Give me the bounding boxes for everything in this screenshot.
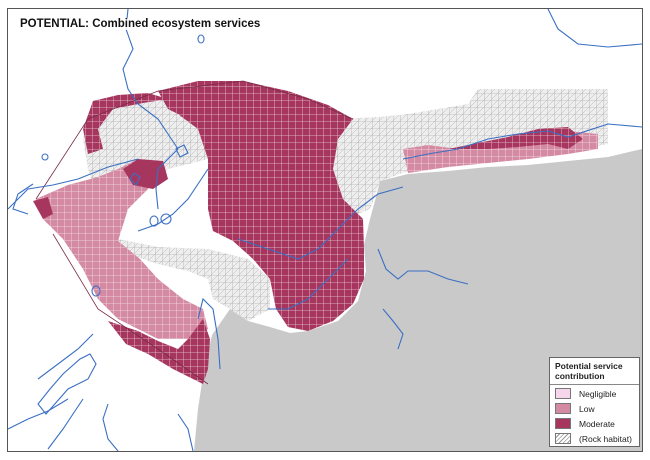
map-title: POTENTIAL: Combined ecosystem services — [18, 18, 263, 30]
river-network — [8, 9, 642, 451]
map-canvas — [8, 9, 642, 451]
region-outline — [35, 80, 354, 385]
legend-swatch-negligible — [555, 388, 571, 399]
land-mass — [194, 149, 642, 451]
legend-title: Potential service contribution — [550, 358, 639, 385]
legend-label: Low — [579, 403, 595, 414]
legend-label: Moderate — [579, 418, 615, 429]
legend-item-negligible: Negligible — [550, 387, 639, 400]
legend-panel: Potential service contribution Negligibl… — [549, 357, 640, 447]
legend-label: Negligible — [579, 388, 617, 399]
legend-swatch-rock-habitat — [555, 433, 571, 444]
legend-item-low: Low — [550, 402, 639, 415]
legend-swatch-low — [555, 403, 571, 414]
legend-swatch-moderate — [555, 418, 571, 429]
legend-item-moderate: Moderate — [550, 417, 639, 430]
legend-label: (Rock habitat) — [579, 433, 632, 444]
map-frame: POTENTIAL: Combined ecosystem services P… — [7, 8, 643, 452]
legend-item-rock-habitat: (Rock habitat) — [550, 432, 639, 445]
